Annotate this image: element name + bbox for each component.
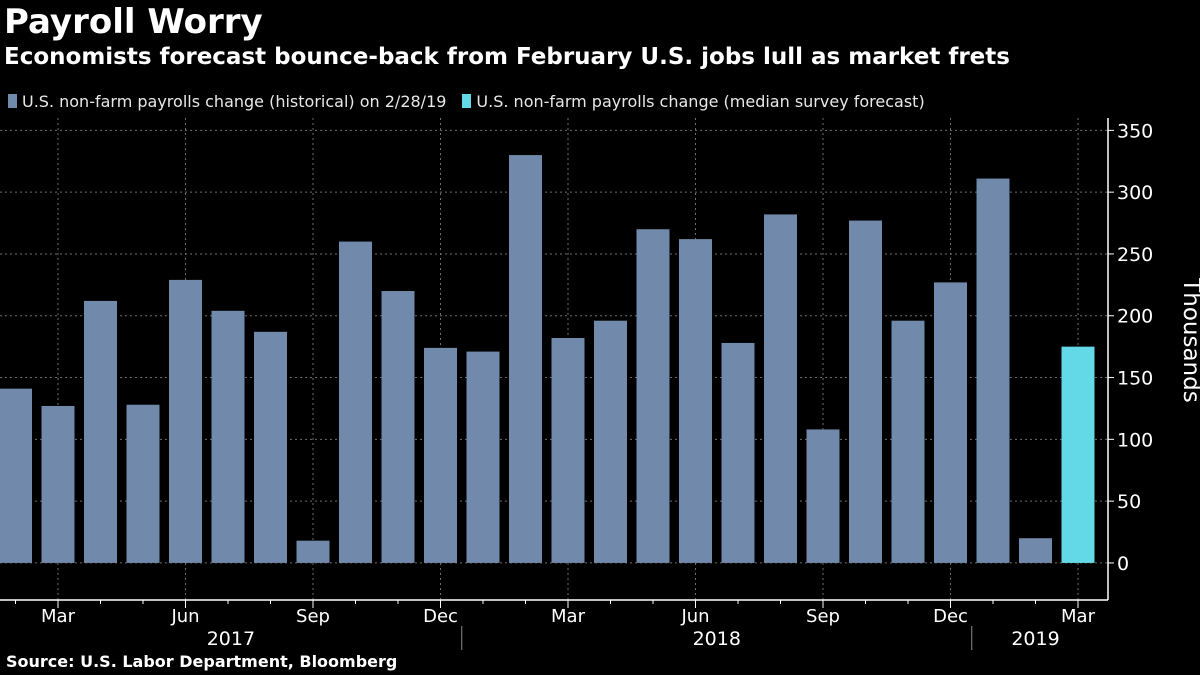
y-tick-label: 150 [1117, 368, 1153, 390]
y-tick-label: 350 [1117, 120, 1153, 142]
y-tick-label: 250 [1117, 244, 1153, 266]
legend-item-historical: U.S. non-farm payrolls change (historica… [8, 92, 446, 111]
bar-historical [296, 540, 330, 563]
y-tick-label: 300 [1117, 182, 1153, 204]
bar-historical [1019, 538, 1052, 563]
x-tick-label: Mar [1061, 606, 1096, 627]
bar-historical [679, 239, 712, 563]
bar-historical [721, 342, 755, 563]
bar-historical [849, 220, 882, 563]
bar-historical [381, 291, 415, 563]
y-tick-label: 50 [1117, 491, 1141, 513]
legend-label-forecast: U.S. non-farm payrolls change (median su… [476, 91, 925, 111]
x-tick-label: Dec [423, 606, 458, 627]
bar-forecast [1061, 346, 1095, 563]
bar-historical [211, 310, 245, 563]
x-tick-label: Sep [806, 606, 840, 627]
bar-historical [466, 351, 500, 563]
axes-layer: 0 50 100 150 200 250 300 350 Mar Jun Sep Dec Mar Jun S… [0, 118, 1200, 650]
x-tick-label: Sep [296, 606, 330, 627]
bar-historical [806, 429, 840, 563]
year-label: 2019 [1011, 628, 1059, 650]
year-label: 2017 [207, 628, 255, 650]
bar-historical [636, 229, 670, 563]
bar-historical [594, 320, 627, 563]
year-label: 2018 [693, 628, 741, 650]
y-axis-title: Thousands [1178, 277, 1200, 403]
bar-historical [84, 300, 117, 563]
y-tick-label: 0 [1117, 553, 1129, 575]
bar-historical [891, 320, 925, 563]
chart-title: Payroll Worry [4, 2, 263, 42]
bar-historical [41, 405, 75, 563]
legend-item-forecast: U.S. non-farm payrolls change (median su… [462, 91, 925, 111]
bar-historical [169, 279, 202, 563]
bar-historical [126, 404, 160, 563]
bar-historical [934, 282, 967, 563]
bar-historical [0, 388, 32, 563]
source-note: Source: U.S. Labor Department, Bloomberg [6, 652, 398, 671]
x-tick-label: Mar [41, 606, 76, 627]
bar-historical [764, 214, 797, 563]
bar-historical [339, 241, 372, 563]
legend-label-historical: U.S. non-farm payrolls change (historica… [22, 91, 447, 111]
bar-historical [254, 331, 287, 563]
chart-legend: U.S. non-farm payrolls change (historica… [8, 90, 941, 112]
bar-historical [976, 178, 1010, 563]
x-tick-label: Mar [551, 606, 586, 627]
legend-swatch-forecast [462, 94, 472, 108]
y-tick-label: 200 [1117, 306, 1153, 328]
legend-swatch-historical [8, 94, 17, 108]
x-tick-label: Jun [170, 606, 199, 627]
x-tick-label: Jun [680, 606, 709, 627]
x-tick-label: Dec [933, 606, 968, 627]
bars-layer [0, 155, 1095, 563]
bar-historical [424, 347, 457, 563]
chart-subtitle: Economists forecast bounce-back from Feb… [4, 44, 1010, 70]
y-tick-label: 100 [1117, 429, 1153, 451]
bar-historical [509, 155, 542, 563]
bar-historical [551, 337, 585, 563]
